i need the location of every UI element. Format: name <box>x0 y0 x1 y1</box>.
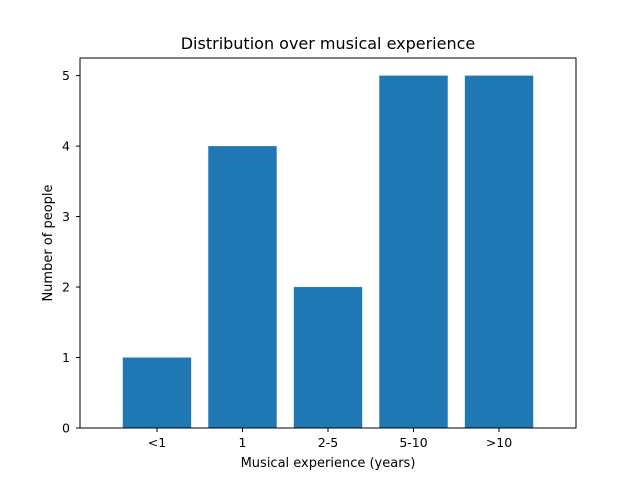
y-tick-label-4: 4 <box>62 139 70 154</box>
x-tick-label-1: 1 <box>239 435 247 450</box>
y-tick-label-5: 5 <box>62 68 70 83</box>
y-tick-label-0: 0 <box>62 421 70 436</box>
x-tick-label-3: 5-10 <box>399 435 427 450</box>
x-tick-label-4: >10 <box>486 435 512 450</box>
bar-4 <box>464 75 534 428</box>
y-tick-label-3: 3 <box>62 209 70 224</box>
y-tick-label-1: 1 <box>62 350 70 365</box>
x-tick-label-2: 2-5 <box>318 435 338 450</box>
x-tick-label-0: <1 <box>148 435 166 450</box>
bar-0 <box>122 357 192 428</box>
x-axis-ticks: <1 1 2-5 5-10 >10 <box>148 428 512 450</box>
y-axis-label: Number of people <box>41 184 56 301</box>
bar-1 <box>208 146 277 428</box>
chart-title: Distribution over musical experience <box>181 34 476 53</box>
y-tick-label-2: 2 <box>62 280 70 295</box>
y-axis-ticks: 0 1 2 3 4 5 <box>62 68 80 436</box>
plot-area-frame <box>79 57 577 429</box>
x-axis-label: Musical experience (years) <box>241 456 416 471</box>
bars-group <box>122 75 534 428</box>
bar-3 <box>379 75 448 428</box>
bar-2 <box>293 287 363 428</box>
